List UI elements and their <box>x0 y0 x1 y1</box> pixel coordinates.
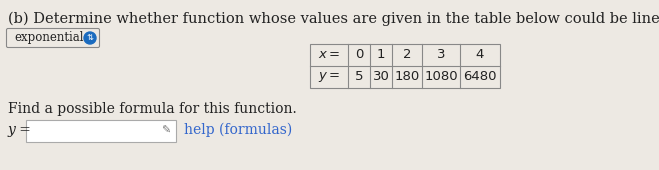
Text: 5: 5 <box>355 71 363 83</box>
Text: 180: 180 <box>394 71 420 83</box>
Circle shape <box>84 32 96 44</box>
Text: 1080: 1080 <box>424 71 458 83</box>
Text: 30: 30 <box>372 71 389 83</box>
Text: Find a possible formula for this function.: Find a possible formula for this functio… <box>8 102 297 116</box>
Text: $x =$: $x =$ <box>318 48 340 62</box>
Text: 2: 2 <box>403 48 411 62</box>
Text: y =: y = <box>8 123 32 137</box>
Text: 3: 3 <box>437 48 445 62</box>
FancyBboxPatch shape <box>7 29 100 47</box>
Bar <box>26 120 176 142</box>
Text: 0: 0 <box>355 48 363 62</box>
Text: 6480: 6480 <box>463 71 497 83</box>
Text: ✎: ✎ <box>161 126 171 136</box>
Bar <box>310 44 500 88</box>
Text: exponential: exponential <box>14 31 84 45</box>
Text: (b) Determine whether function whose values are given in the table below could b: (b) Determine whether function whose val… <box>8 12 659 26</box>
Text: 4: 4 <box>476 48 484 62</box>
Text: $y =$: $y =$ <box>318 70 340 84</box>
Text: ⇅: ⇅ <box>86 33 94 42</box>
Text: help (formulas): help (formulas) <box>184 123 292 137</box>
Text: 1: 1 <box>377 48 386 62</box>
